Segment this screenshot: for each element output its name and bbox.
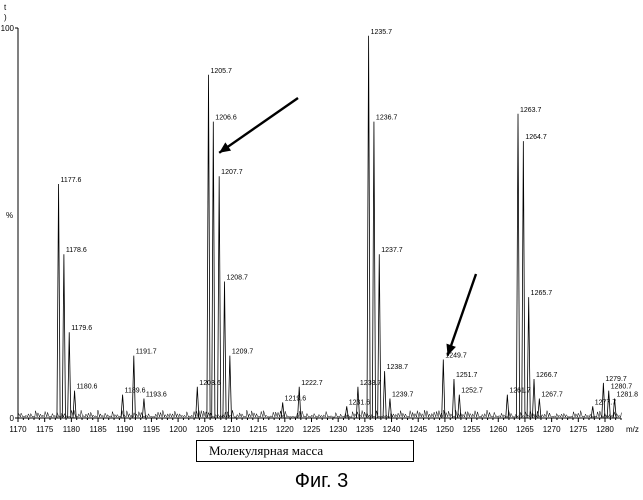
x-tick-label: 1275	[569, 425, 587, 434]
spectrum-peak	[452, 379, 455, 418]
spectrum-peak	[378, 254, 381, 418]
peak-label: 1180.6	[77, 384, 98, 391]
peak-label: 1231.6	[349, 399, 371, 406]
x-tick-label: 1250	[436, 425, 454, 434]
peak-label: 1191.7	[136, 349, 157, 356]
peak-label: 1252.7	[461, 388, 483, 395]
spectrum-peak	[228, 356, 231, 418]
spectrum-peak	[522, 141, 525, 418]
spectrum-peak	[142, 399, 145, 419]
spectrum-peak	[442, 360, 445, 419]
y-axis-label: %	[6, 211, 13, 220]
x-tick-label: 1245	[409, 425, 427, 434]
peak-label: 1267.7	[541, 392, 563, 399]
peak-label: 1264.7	[525, 134, 547, 141]
peak-label: 1277.7	[595, 399, 617, 406]
peak-label: 1266.7	[536, 372, 558, 379]
peak-label: 1177.6	[61, 177, 82, 184]
peak-label: 1233.7	[360, 380, 382, 387]
spectrum-peak	[532, 379, 535, 418]
peak-label: 1280.7	[611, 384, 633, 391]
spectrum-peak	[62, 254, 65, 418]
baseline-noise	[18, 410, 621, 417]
annotation-arrows	[219, 98, 476, 356]
peak-label: 1239.7	[392, 392, 414, 399]
x-axis-label-box: Молекулярная масса	[196, 440, 414, 462]
peak-label: 1189.6	[125, 388, 146, 395]
x-tick-label: 1265	[516, 425, 534, 434]
x-tick-label: 1235	[356, 425, 374, 434]
spectrum-peak	[223, 282, 226, 419]
peak-label: 1237.7	[381, 247, 403, 254]
x-tick-label: 1170	[9, 425, 27, 434]
peak-label: 1179.6	[71, 325, 92, 332]
x-tick-label: 1225	[303, 425, 321, 434]
x-axis-unit: m/z	[626, 425, 639, 434]
x-tick-label: 1185	[89, 425, 107, 434]
spectrum-peak	[506, 395, 509, 418]
peak-labels: 1177.6 1178.6 1179.6 1180.6 1189.6 1191.7 1193…	[61, 29, 639, 407]
peak-label: 1265.7	[531, 290, 553, 297]
x-tick-label: 1280	[596, 425, 614, 434]
peak-label: 1203.6	[199, 380, 221, 387]
figure-caption: Фиг. 3	[0, 470, 643, 493]
spectrum-peak	[372, 122, 375, 418]
peak-label: 1219.6	[285, 395, 307, 402]
annotation-arrow-shaft	[448, 274, 476, 356]
spectrum-peak	[207, 75, 210, 418]
peak-label: 1279.7	[605, 376, 627, 383]
spectrum-peak	[383, 371, 386, 418]
baseline-noise-trace	[18, 410, 621, 417]
x-tick-label: 1220	[276, 425, 294, 434]
peak-label: 1238.7	[387, 364, 409, 371]
annotation-arrow-shaft	[219, 98, 298, 153]
peak-label: 1178.6	[66, 247, 87, 254]
peak-label: 1281.8	[617, 392, 639, 399]
peak-label: 1206.6	[215, 115, 237, 122]
spectrum-peak	[212, 122, 215, 418]
peak-label: 1205.7	[211, 68, 233, 75]
spectrum-peak	[527, 297, 530, 418]
spectrum-peak	[57, 184, 60, 418]
x-tick-label: 1255	[463, 425, 481, 434]
top-mark-paren: )	[4, 13, 7, 22]
x-tick-label: 1210	[223, 425, 241, 434]
spectrum-peak	[367, 36, 370, 418]
x-tick-label: 1180	[63, 425, 81, 434]
x-axis-label: Молекулярная масса	[209, 443, 323, 458]
x-tick-label: 1240	[383, 425, 401, 434]
y-tick-label: 100	[1, 24, 15, 33]
spectrum-peak	[516, 114, 519, 418]
spectrum-peak	[388, 399, 391, 419]
spectrum-peak	[68, 332, 71, 418]
peak-label: 1251.7	[456, 372, 478, 379]
annotation-arrow-head	[219, 142, 231, 152]
x-tick-label: 1195	[143, 425, 161, 434]
x-tick-label: 1205	[196, 425, 214, 434]
peak-label: 1209.7	[232, 349, 254, 356]
top-mark-t: t	[4, 3, 7, 12]
peak-label: 1236.7	[376, 115, 398, 122]
peak-label: 1207.7	[221, 169, 243, 176]
x-tick-label: 1260	[489, 425, 507, 434]
spectrum-peaks	[57, 36, 616, 418]
x-tick-label: 1270	[543, 425, 561, 434]
peak-label: 1222.7	[301, 380, 323, 387]
peak-label: 1208.7	[227, 275, 249, 282]
peak-label: 1261.7	[509, 388, 531, 395]
x-tick-label: 1230	[329, 425, 347, 434]
peak-label: 1235.7	[371, 29, 393, 36]
x-tick-label: 1200	[169, 425, 187, 434]
peak-label: 1193.6	[146, 392, 167, 399]
x-tick-label: 1215	[249, 425, 267, 434]
peak-label: 1263.7	[520, 107, 542, 114]
x-tick-label: 1175	[36, 425, 54, 434]
y-tick-label: 0	[10, 414, 15, 423]
x-tick-label: 1190	[116, 425, 134, 434]
spectrum-peak	[538, 399, 541, 419]
